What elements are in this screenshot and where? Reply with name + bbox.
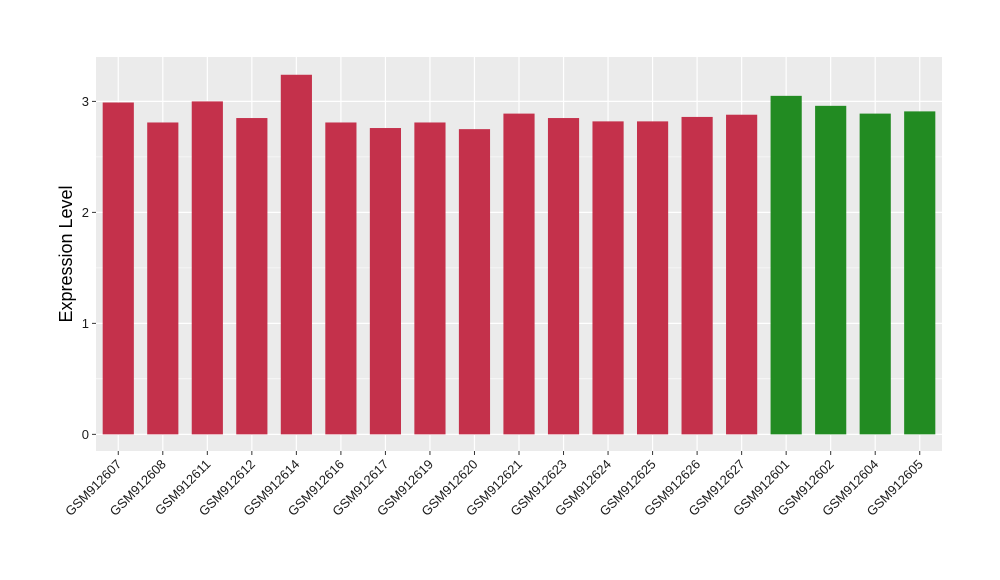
y-tick-label: 2	[82, 205, 89, 220]
y-tick-label: 1	[82, 316, 89, 331]
y-tick-label: 0	[82, 427, 89, 442]
bar-GSM912612	[236, 118, 268, 435]
bar-GSM912611	[191, 101, 223, 435]
bar-GSM912607	[102, 102, 134, 435]
bar-GSM912627	[726, 114, 758, 435]
bar-GSM912605	[904, 111, 936, 435]
bar-GSM912620	[458, 129, 491, 435]
bar-GSM912624	[592, 121, 624, 435]
bar-GSM912602	[815, 105, 847, 435]
bar-GSM912626	[681, 116, 713, 435]
y-axis: 0 1 2 3	[82, 94, 96, 442]
bar-GSM912608	[147, 122, 179, 435]
bar-GSM912619	[414, 122, 446, 435]
bar-GSM912617	[369, 128, 402, 435]
bar-GSM912625	[636, 121, 669, 435]
bar-GSM912623	[547, 118, 580, 435]
bar-GSM912621	[503, 113, 535, 435]
bar-GSM912604	[859, 113, 891, 435]
bar-GSM912614	[280, 74, 312, 435]
bar-GSM912616	[325, 122, 357, 435]
bars	[102, 74, 936, 435]
y-tick-label: 3	[82, 94, 89, 109]
bar-GSM912601	[770, 95, 802, 435]
x-axis: GSM912607GSM912608GSM912611GSM912612GSM9…	[62, 451, 926, 519]
y-axis-title: Expression Level	[56, 185, 76, 322]
